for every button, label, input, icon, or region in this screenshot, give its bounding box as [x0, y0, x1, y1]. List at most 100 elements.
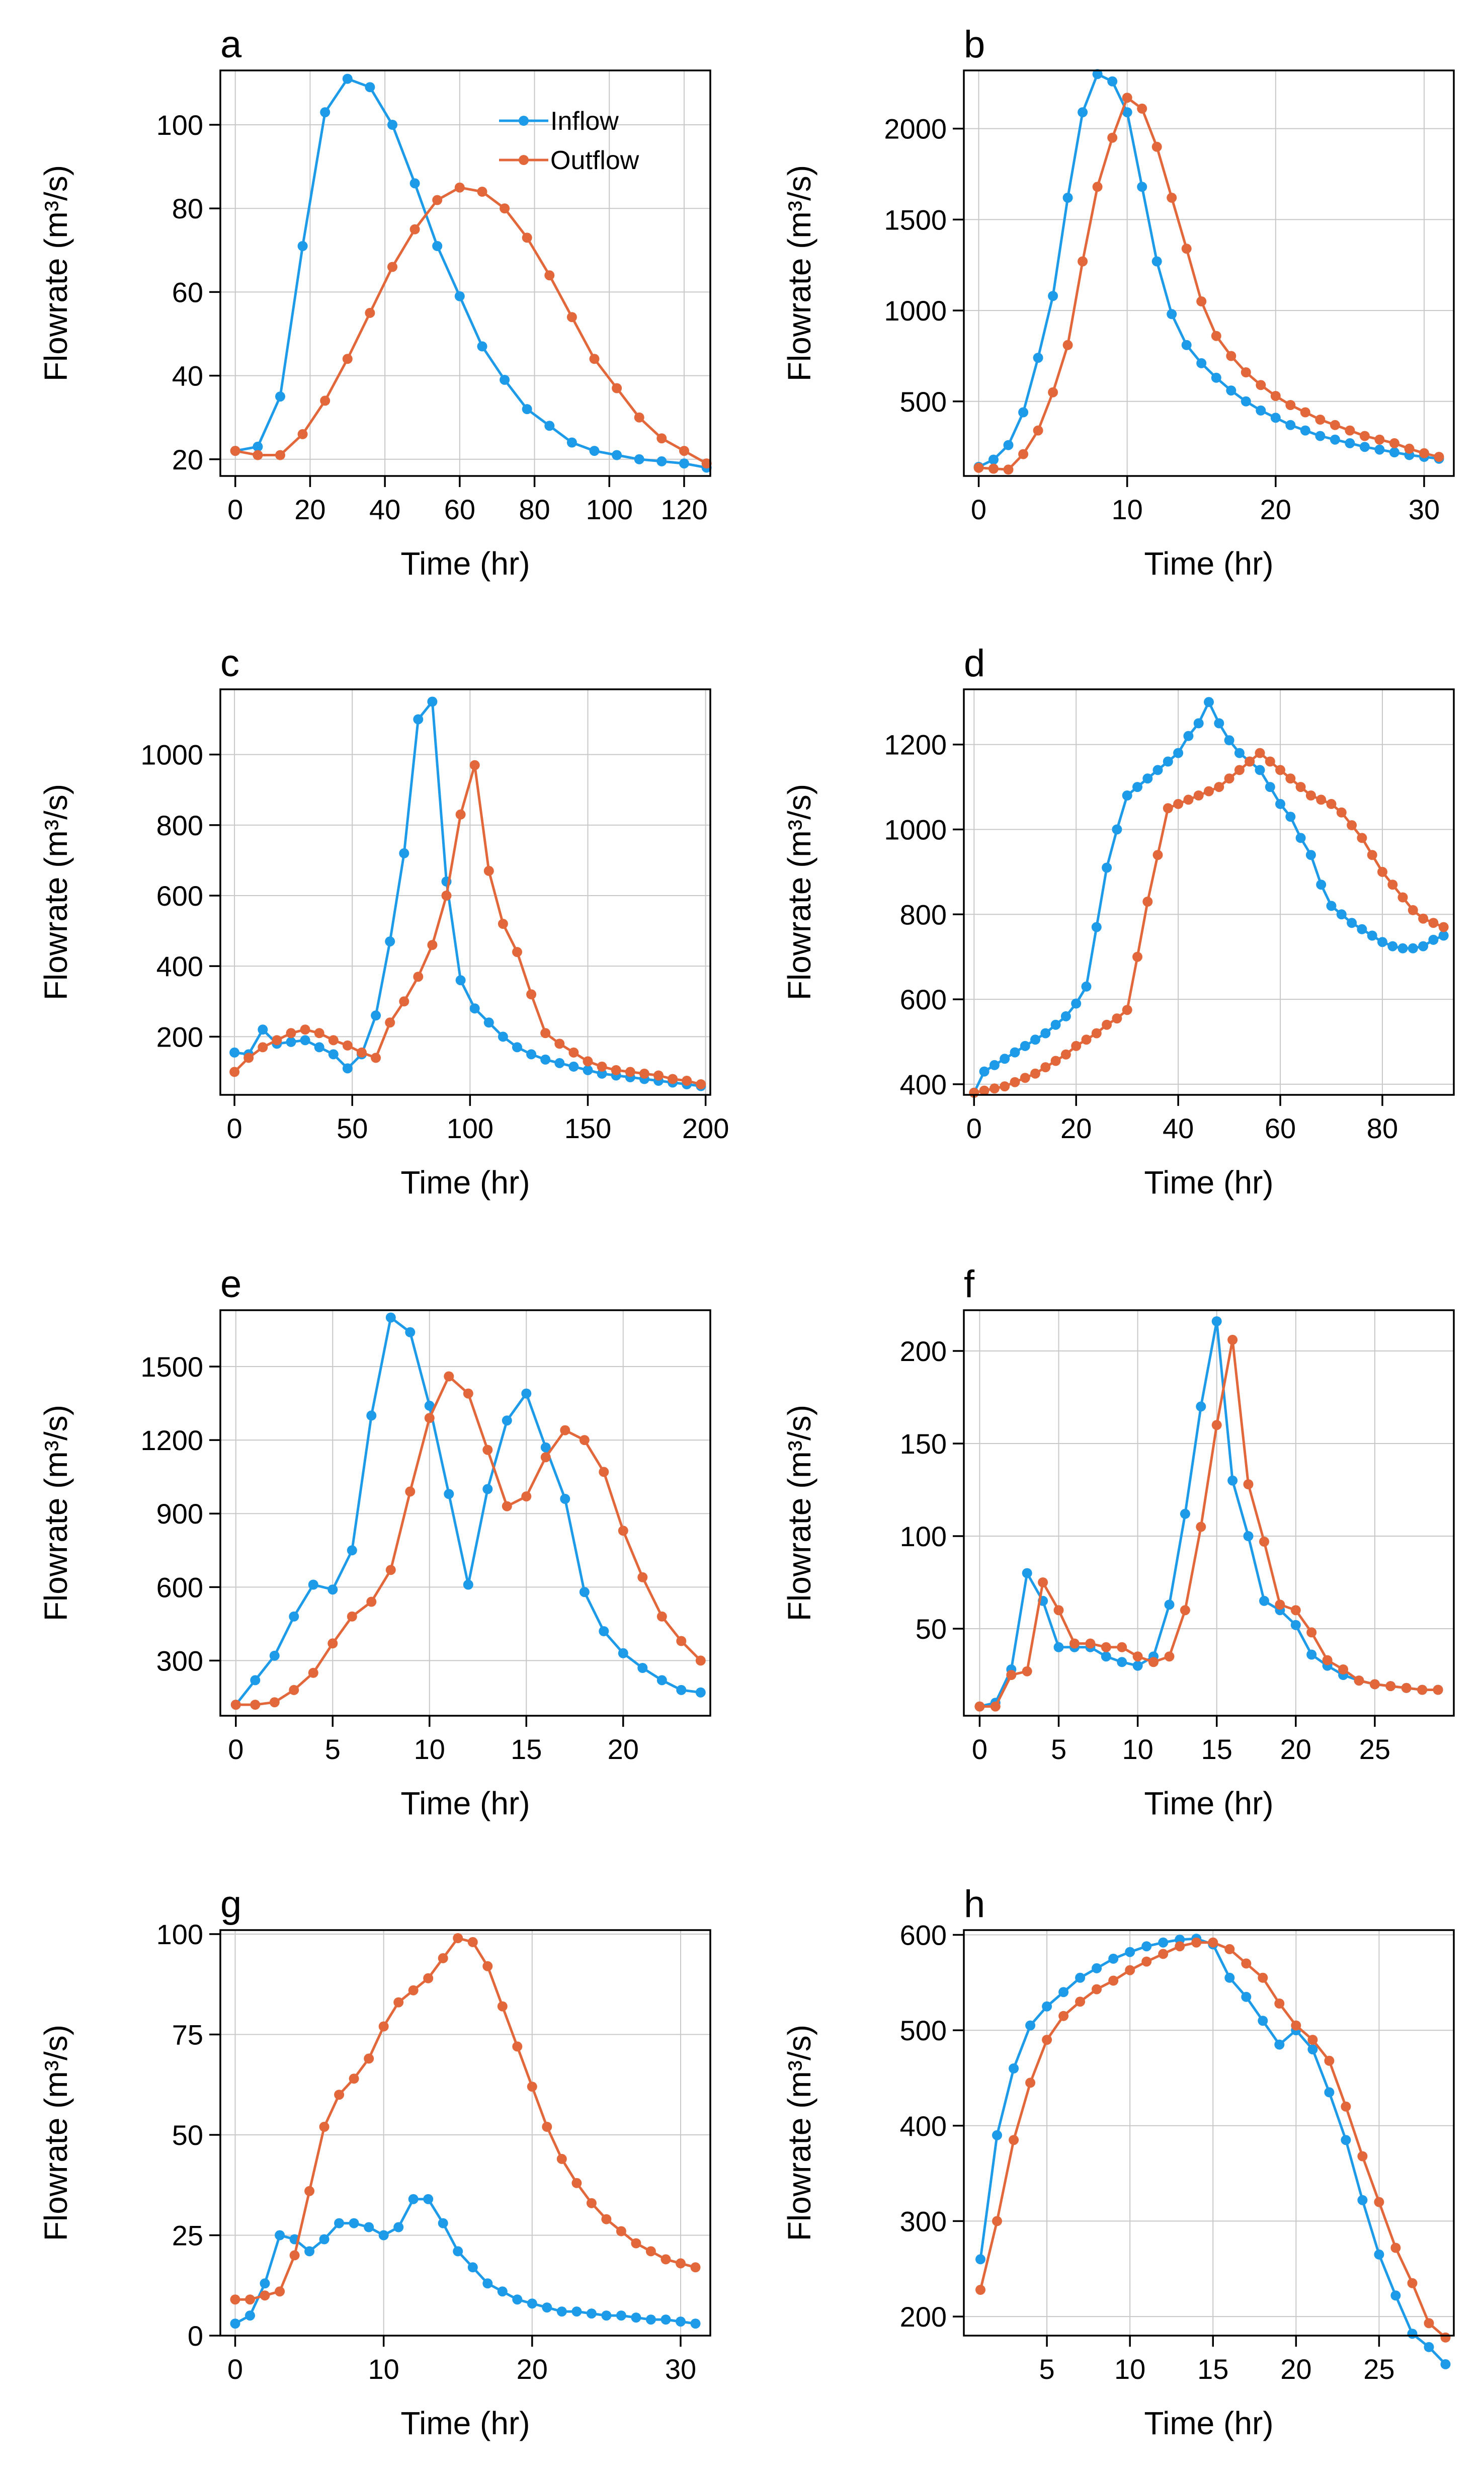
data-point-inflow [1315, 431, 1326, 441]
y-tick-label: 400 [156, 950, 203, 982]
data-point-outflow [618, 1526, 628, 1536]
x-tick-label: 60 [444, 494, 475, 525]
series-line-inflow [234, 1316, 701, 1706]
data-point-inflow [1137, 182, 1147, 192]
x-tick-label: 5 [1051, 1733, 1066, 1765]
data-point-inflow [1326, 901, 1337, 911]
series-line-outflow [978, 96, 1440, 471]
data-point-outflow [300, 1024, 310, 1035]
data-point-inflow [453, 2246, 463, 2257]
data-point-inflow [989, 1060, 1000, 1070]
x-tick-label: 15 [511, 1733, 542, 1765]
y-tick-label: 25 [172, 2219, 203, 2251]
data-point-inflow [320, 107, 331, 118]
data-point-inflow [1259, 1595, 1269, 1606]
data-point-outflow [314, 1028, 324, 1038]
data-point-outflow [1330, 420, 1340, 430]
legend-marker-outflow [519, 155, 529, 165]
x-axis-label: Time (hr) [1144, 545, 1273, 582]
data-point-inflow [1009, 2063, 1019, 2073]
data-point-inflow [1204, 697, 1214, 707]
data-point-inflow [1040, 1028, 1051, 1038]
data-point-inflow [1053, 1642, 1064, 1652]
data-point-outflow [540, 1028, 551, 1038]
data-point-inflow [1274, 2039, 1285, 2050]
data-point-inflow [1224, 1972, 1235, 1983]
x-tick-label: 10 [1114, 2353, 1145, 2385]
y-tick-label: 150 [900, 1428, 947, 1460]
data-point-outflow [413, 972, 424, 982]
data-point-inflow [1418, 941, 1429, 951]
data-point-inflow [1387, 941, 1398, 951]
data-point-outflow [427, 940, 438, 950]
data-point-outflow [1390, 2243, 1401, 2253]
data-point-outflow [522, 232, 532, 243]
data-point-inflow [1357, 924, 1367, 934]
data-point-outflow [1341, 2101, 1351, 2112]
data-point-outflow [502, 1501, 512, 1511]
legend-label-outflow: Outflow [550, 146, 639, 175]
data-point-inflow [679, 458, 689, 469]
x-tick-label: 0 [227, 1112, 242, 1144]
data-point-outflow [579, 1435, 590, 1446]
data-point-outflow [1030, 1068, 1040, 1079]
x-axis-label: Time (hr) [1144, 1164, 1273, 1201]
data-point-outflow [1112, 1013, 1122, 1024]
data-point-outflow [365, 307, 375, 318]
data-point-outflow [477, 187, 487, 197]
data-point-outflow [1025, 2078, 1036, 2088]
data-point-inflow [1324, 2087, 1335, 2098]
data-point-inflow [424, 1400, 435, 1411]
data-point-outflow [272, 1035, 282, 1046]
data-point-inflow [1285, 812, 1296, 822]
data-point-outflow [974, 1701, 985, 1712]
data-point-inflow [1010, 1047, 1020, 1058]
data-point-outflow [1367, 850, 1377, 860]
data-point-outflow [527, 2082, 537, 2092]
data-point-outflow [568, 1047, 579, 1058]
x-axis-label: Time (hr) [400, 2405, 530, 2441]
x-tick-label: 20 [1280, 2353, 1311, 2385]
data-point-outflow [1224, 773, 1234, 784]
panel-b: 0 10 20 30 500 1000 1500 2000 Time (hr) Flowrate … [781, 23, 1455, 582]
data-point-inflow [1341, 2135, 1351, 2145]
data-point-outflow [1183, 794, 1194, 805]
data-point-outflow [661, 2254, 671, 2265]
data-point-inflow [482, 1484, 493, 1494]
data-point-outflow [512, 2041, 523, 2052]
data-point-inflow [1428, 934, 1439, 945]
data-point-outflow [668, 1074, 678, 1084]
x-axis-label: Time (hr) [400, 1164, 530, 1201]
data-point-outflow [1122, 1005, 1132, 1015]
data-point-outflow [599, 1467, 609, 1477]
series-line-outflow [979, 1338, 1438, 1708]
data-point-inflow [1330, 434, 1340, 445]
data-point-inflow [260, 2278, 270, 2289]
data-point-outflow [385, 1565, 396, 1575]
y-tick-label: 200 [156, 1021, 203, 1053]
data-point-inflow [1270, 413, 1281, 423]
data-point-outflow [1164, 1651, 1175, 1662]
data-point-outflow [1167, 193, 1177, 203]
data-point-outflow [1060, 1049, 1071, 1060]
data-point-outflow [1316, 794, 1327, 805]
x-tick-label: 25 [1363, 2353, 1394, 2385]
data-point-inflow [349, 2218, 359, 2228]
data-point-inflow [408, 2194, 419, 2204]
data-point-inflow [1117, 1657, 1127, 1667]
data-point-outflow [601, 2214, 612, 2224]
y-tick-label: 100 [156, 109, 203, 141]
data-point-outflow [319, 2122, 329, 2132]
data-point-outflow [1006, 1670, 1017, 1680]
data-point-outflow [1354, 1675, 1364, 1686]
plot-frame [963, 1309, 1455, 1717]
x-tick-label: 0 [228, 1733, 243, 1765]
x-tick-label: 15 [1201, 1733, 1232, 1765]
data-point-outflow [1081, 1034, 1092, 1045]
data-point-inflow [1158, 1937, 1169, 1948]
legend: Inflow Outflow [499, 107, 639, 175]
data-point-outflow [444, 1371, 454, 1382]
data-point-inflow [1295, 833, 1306, 843]
data-point-inflow [645, 2314, 656, 2325]
